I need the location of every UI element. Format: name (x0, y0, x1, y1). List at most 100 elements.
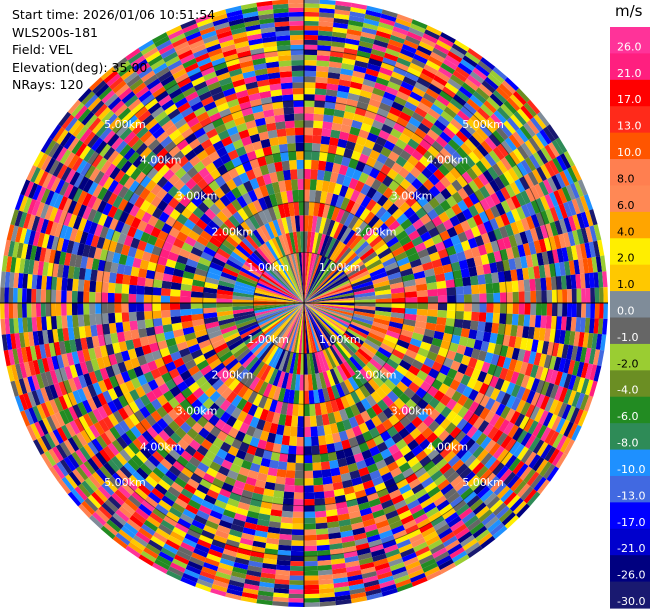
velocity-gate (20, 243, 29, 259)
velocity-gate (298, 404, 304, 417)
velocity-gate (383, 52, 399, 62)
velocity-gate (121, 502, 136, 515)
velocity-gate (23, 392, 33, 409)
velocity-gate (321, 413, 330, 426)
velocity-gate (304, 303, 327, 350)
velocity-gate (203, 224, 216, 237)
velocity-gate (26, 165, 37, 182)
velocity-gate (44, 139, 57, 156)
velocity-gate (419, 455, 432, 467)
velocity-gate (61, 303, 67, 316)
velocity-gate (505, 184, 516, 198)
velocity-gate (96, 357, 106, 370)
velocity-gate (112, 252, 121, 264)
velocity-gate (331, 36, 346, 43)
velocity-gate (212, 17, 229, 27)
velocity-gate (374, 113, 387, 124)
velocity-gate (420, 97, 434, 109)
velocity-gate (246, 569, 262, 578)
velocity-gate (46, 415, 57, 432)
velocity-gate (242, 587, 259, 595)
velocity-gate (382, 539, 397, 549)
velocity-gate (435, 273, 446, 282)
velocity-gate (364, 584, 381, 592)
velocity-gate (423, 443, 436, 456)
velocity-gate (364, 419, 376, 431)
velocity-gate (199, 26, 216, 36)
velocity-gate (156, 394, 169, 407)
velocity-gate (114, 303, 122, 313)
velocity-gate (510, 195, 522, 209)
velocity-gate (55, 290, 62, 303)
velocity-gate (180, 283, 193, 292)
velocity-gate (571, 198, 581, 215)
velocity-gate (132, 58, 148, 72)
velocity-gate (152, 287, 162, 296)
velocity-gate (165, 258, 177, 269)
velocity-gate (226, 9, 243, 18)
velocity-gate (562, 303, 568, 317)
velocity-gate (333, 154, 344, 165)
velocity-gate (171, 502, 186, 514)
velocity-gate (165, 470, 178, 482)
velocity-gate (191, 313, 204, 321)
range-ring-label: 1.00km (247, 333, 289, 346)
velocity-gate (439, 131, 452, 144)
colorbar-cell (610, 211, 650, 239)
velocity-gate (274, 260, 304, 303)
velocity-gate (579, 347, 588, 363)
velocity-gate (182, 23, 199, 34)
velocity-gate (178, 347, 191, 358)
velocity-gate (254, 479, 266, 489)
velocity-gate (173, 357, 185, 369)
velocity-gate (334, 9, 351, 16)
velocity-gate (169, 531, 185, 542)
velocity-gate (445, 54, 461, 67)
velocity-gate (207, 220, 220, 232)
velocity-gate (472, 213, 484, 226)
velocity-gate (296, 252, 304, 303)
velocity-gate (270, 509, 283, 517)
velocity-gate (277, 387, 286, 403)
velocity-gate (425, 25, 442, 36)
velocity-gate (290, 561, 304, 567)
velocity-gate (277, 549, 291, 556)
velocity-gate (144, 286, 153, 295)
velocity-gate (540, 195, 550, 211)
velocity-gate (457, 363, 468, 375)
velocity-gate (350, 390, 361, 404)
velocity-gate (582, 258, 589, 274)
velocity-gate (178, 546, 193, 557)
velocity-gate (40, 372, 49, 388)
velocity-gate (343, 111, 355, 120)
velocity-gate (495, 390, 506, 404)
velocity-gate (304, 303, 344, 337)
velocity-gate (540, 146, 553, 162)
velocity-gate (362, 518, 376, 528)
velocity-gate (453, 242, 464, 254)
velocity-gate (240, 267, 261, 280)
velocity-gate (179, 303, 191, 310)
velocity-gate (304, 168, 311, 180)
velocity-gate (107, 179, 119, 193)
velocity-gate (549, 221, 559, 237)
velocity-gate (304, 303, 348, 331)
velocity-gate (328, 532, 342, 540)
velocity-gate (439, 364, 451, 376)
velocity-gate (82, 206, 92, 220)
velocity-gate (304, 271, 345, 303)
velocity-gate (72, 278, 79, 292)
velocity-gate (382, 231, 396, 244)
velocity-gate (332, 481, 344, 491)
velocity-gate (360, 410, 371, 423)
velocity-gate (87, 457, 100, 472)
velocity-gate (339, 185, 349, 198)
velocity-gate (355, 192, 367, 205)
velocity-gate (269, 137, 279, 147)
colorbar-cell (610, 291, 650, 319)
velocity-gate (369, 53, 384, 63)
velocity-gate (555, 172, 566, 189)
velocity-gate (385, 48, 401, 58)
velocity-gate (235, 146, 247, 157)
velocity-gate (107, 303, 115, 314)
